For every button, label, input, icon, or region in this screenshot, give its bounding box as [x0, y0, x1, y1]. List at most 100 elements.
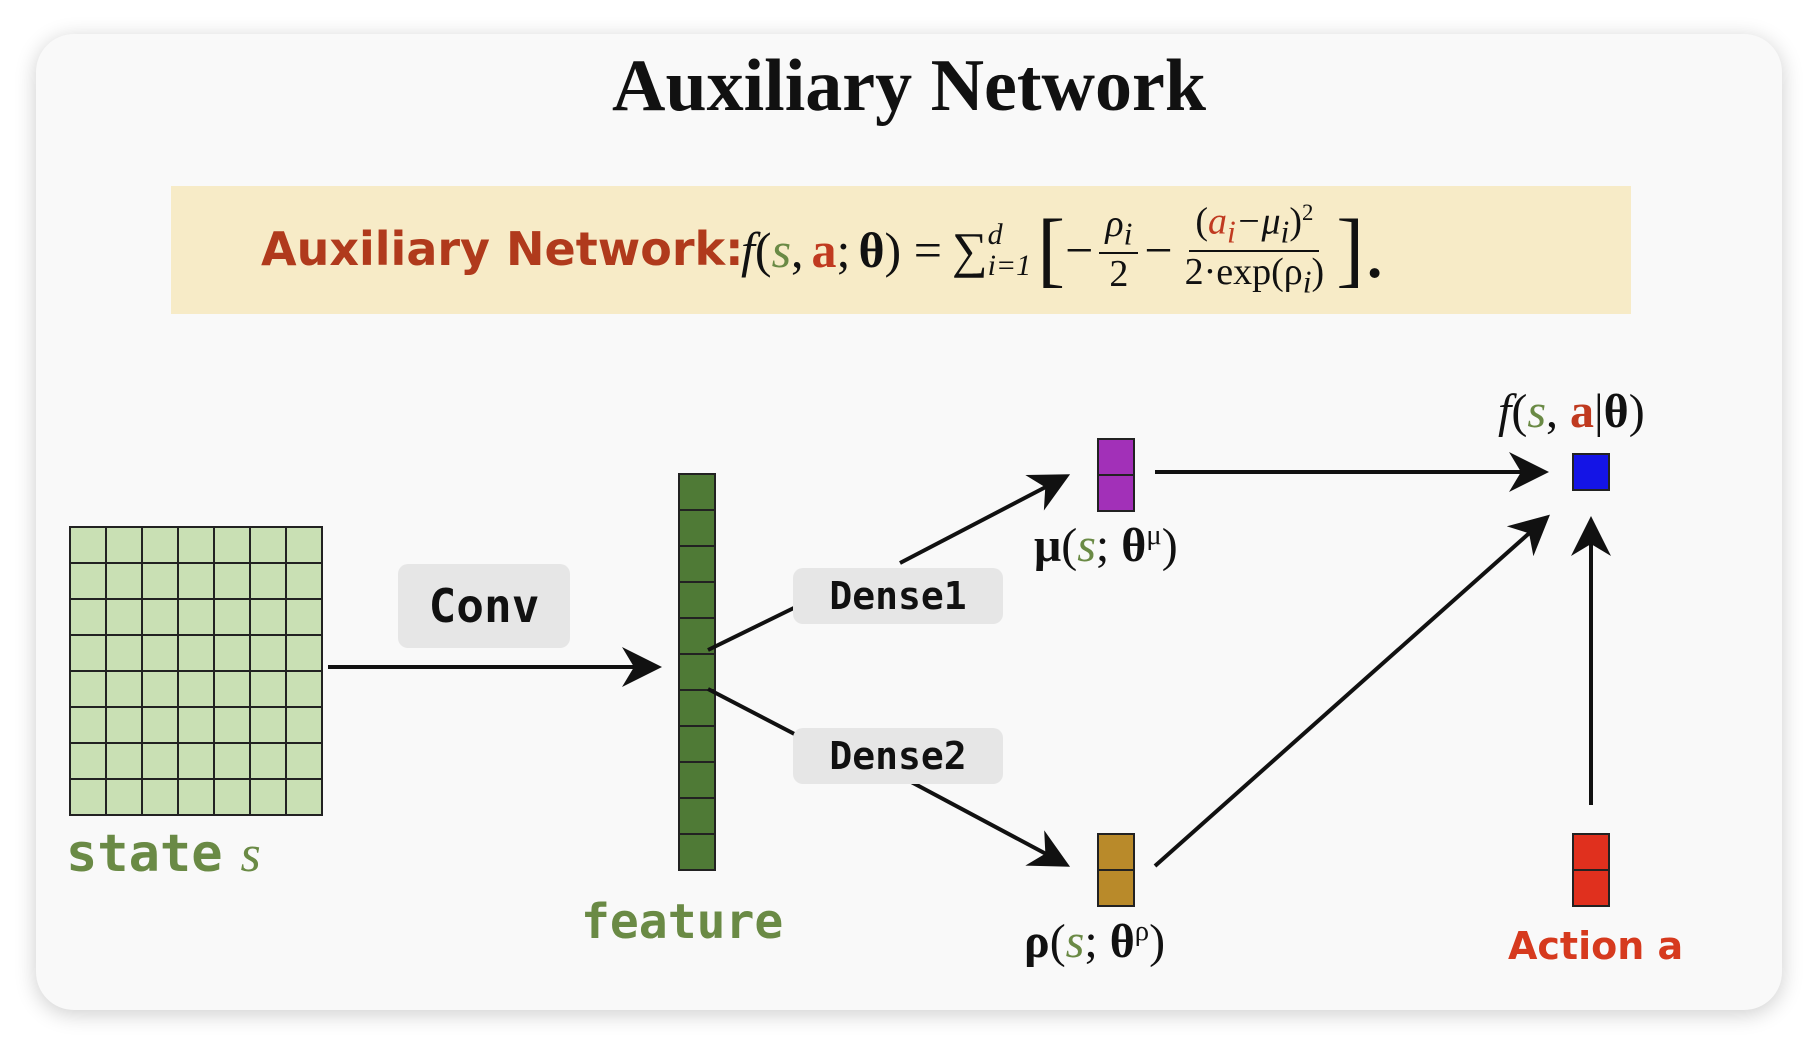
feature-cell	[678, 689, 716, 727]
formula-minus1: −	[1065, 222, 1094, 278]
state-grid-cell	[69, 778, 107, 816]
state-grid-cell	[177, 742, 215, 780]
feature-cell	[678, 545, 716, 583]
state-grid-cell	[213, 670, 251, 708]
state-grid-cell	[105, 598, 143, 636]
formula-frac2-den-text: 2·exp(ρ	[1184, 250, 1303, 293]
formula-frac2: (ai−μi)2 2·exp(ρi)	[1179, 200, 1331, 301]
state-grid-cell	[141, 598, 179, 636]
state-grid-cell	[177, 706, 215, 744]
output-comma: ,	[1546, 385, 1571, 438]
state-grid-cell	[105, 526, 143, 564]
network-diagram	[69, 438, 1611, 907]
action-label: Action a	[1508, 924, 1684, 968]
state-label-text: state	[66, 824, 223, 884]
slide-title: Auxiliary Network	[612, 45, 1206, 127]
formula-expression: f ( s , a ; θ ) = ∑ d i=1 [ − ρi 2 − (ai…	[741, 200, 1385, 300]
state-grid-cell	[177, 598, 215, 636]
formula-a: a	[811, 222, 837, 278]
feature-vector	[678, 473, 716, 871]
state-grid-cell	[141, 706, 179, 744]
rho-sup: ρ	[1134, 915, 1150, 947]
feature-cell	[678, 581, 716, 619]
dense1-layer-label: Dense1	[793, 568, 1003, 624]
formula-right-bracket: ].	[1336, 203, 1386, 296]
state-grid-cell	[285, 526, 323, 564]
mu-cell	[1097, 474, 1135, 512]
formula-sum-limits: d i=1	[987, 217, 1032, 282]
formula-f: f	[741, 222, 755, 278]
mu-theta: θ	[1121, 519, 1147, 572]
state-grid-cell	[249, 778, 287, 816]
state-grid-cell	[249, 526, 287, 564]
output-theta: θ	[1603, 385, 1629, 438]
rho-s: s	[1065, 915, 1085, 968]
output-a: a	[1570, 385, 1595, 438]
conv-layer-label: Conv	[398, 564, 570, 648]
state-grid-cell	[285, 742, 323, 780]
state-grid-cell	[141, 742, 179, 780]
rho-close: )	[1149, 915, 1166, 968]
state-grid-cell	[213, 634, 251, 672]
state-grid-cell	[177, 670, 215, 708]
formula-rho-sub: i	[1123, 216, 1133, 252]
state-grid-cell	[69, 706, 107, 744]
arrow-dense2-to-rho	[899, 774, 1071, 867]
dense2-layer-label: Dense2	[793, 728, 1003, 784]
formula-sum-upper: d	[987, 217, 1003, 251]
state-label: state s	[66, 824, 261, 884]
state-label-var: s	[240, 826, 261, 883]
formula-comma: ,	[791, 222, 804, 278]
output-open: (	[1511, 385, 1528, 438]
state-grid-cell	[105, 742, 143, 780]
state-grid-cell	[249, 598, 287, 636]
state-grid-cell	[141, 526, 179, 564]
rho-cell	[1097, 833, 1135, 871]
formula-open-paren: (	[754, 222, 772, 278]
output-bar: |	[1594, 385, 1604, 438]
state-grid-cell	[177, 634, 215, 672]
mu-open: (	[1061, 519, 1078, 572]
rho-cell	[1097, 869, 1135, 907]
output-cell	[1572, 453, 1610, 491]
state-grid-cell	[105, 778, 143, 816]
formula-frac1: ρi 2	[1099, 202, 1139, 296]
state-grid-cell	[249, 670, 287, 708]
line-feature-to-dense1	[707, 600, 807, 652]
formula-left-bracket: [	[1037, 203, 1066, 296]
formula-frac2-den-close: )	[1311, 250, 1325, 293]
state-grid-cell	[69, 526, 107, 564]
rho-symbol: ρ	[1024, 915, 1050, 968]
feature-cell	[678, 509, 716, 547]
state-grid-cell	[69, 670, 107, 708]
state-grid-cell	[285, 706, 323, 744]
formula-frac1-num: ρi	[1099, 202, 1139, 255]
formula-frac2-num: (ai−μi)2	[1189, 200, 1320, 252]
state-grid-cell	[285, 562, 323, 600]
formula-frac2-close: )	[1289, 200, 1302, 243]
state-grid-cell	[213, 526, 251, 564]
mu-label: μ(s; θμ)	[1034, 518, 1178, 573]
state-grid-cell	[69, 562, 107, 600]
state-grid-cell	[285, 634, 323, 672]
feature-label: feature	[581, 894, 784, 950]
output-label: f(s, a|θ)	[1498, 384, 1645, 439]
line-feature-to-dense2	[707, 687, 807, 742]
feature-cell	[678, 797, 716, 835]
rho-open: (	[1049, 915, 1066, 968]
state-grid-cell	[69, 634, 107, 672]
rho-label: ρ(s; θρ)	[1024, 914, 1165, 969]
formula-frac2-open: (	[1195, 200, 1209, 243]
formula-frac2-mu-sub: i	[1280, 214, 1290, 249]
formula-s: s	[771, 222, 792, 278]
formula-rho: ρ	[1105, 202, 1124, 245]
state-grid-cell	[105, 670, 143, 708]
mu-s: s	[1077, 519, 1096, 572]
state-grid-cell	[105, 706, 143, 744]
state-grid-cell	[213, 742, 251, 780]
formula-frac2-a-sub: i	[1227, 214, 1236, 249]
action-cell	[1572, 869, 1610, 907]
state-grid-cell	[285, 670, 323, 708]
feature-cell	[678, 473, 716, 511]
state-grid-cell	[69, 742, 107, 780]
